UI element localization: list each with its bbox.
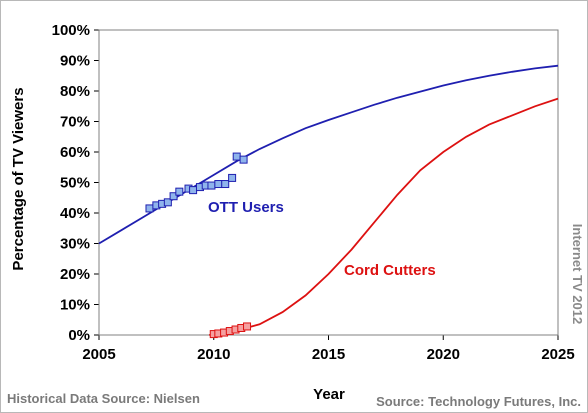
data-point-ott-users bbox=[175, 187, 184, 196]
plot-area-border bbox=[98, 29, 559, 336]
y-tick-label: 20% bbox=[60, 266, 90, 283]
data-point-ott-users bbox=[163, 198, 172, 207]
data-point-ott-users bbox=[214, 180, 223, 189]
data-point-ott-users bbox=[207, 181, 216, 190]
data-point-ott-users bbox=[221, 180, 230, 189]
data-point-ott-users bbox=[145, 204, 154, 213]
data-point-ott-users bbox=[232, 152, 241, 161]
series-label-ott-users: OTT Users bbox=[208, 199, 284, 216]
y-tick-label: 40% bbox=[60, 205, 90, 222]
y-tick-label: 80% bbox=[60, 83, 90, 100]
data-point-ott-users bbox=[169, 192, 178, 201]
x-axis-title: Year bbox=[313, 386, 345, 403]
y-tick-label: 70% bbox=[60, 114, 90, 131]
y-tick-label: 30% bbox=[60, 236, 90, 253]
watermark-label: Internet TV 2012 bbox=[570, 224, 585, 324]
x-tick-label: 2010 bbox=[197, 346, 230, 363]
y-axis-title: Percentage of TV Viewers bbox=[10, 87, 27, 270]
x-axis-ticks: 2005 2010 2015 2020 2025 bbox=[82, 335, 575, 363]
series-line-ott-users bbox=[98, 64, 559, 245]
series-label-cord-cutters: Cord Cutters bbox=[344, 262, 436, 279]
series-line-cord-cutters bbox=[209, 97, 559, 336]
source-left: Historical Data Source: Nielsen bbox=[7, 391, 200, 406]
y-tick-label: 0% bbox=[68, 327, 90, 344]
y-axis-ticks: 0% 10% 20% 30% 40% 50% 60% 70% 80% 90% 100% bbox=[52, 22, 99, 344]
data-point-ott-users bbox=[239, 155, 248, 164]
x-tick-label: 2025 bbox=[541, 346, 574, 363]
plot-area bbox=[98, 29, 559, 339]
y-tick-label: 50% bbox=[60, 175, 90, 192]
data-point-ott-users bbox=[189, 186, 198, 195]
x-tick-label: 2005 bbox=[82, 346, 115, 363]
x-tick-label: 2015 bbox=[312, 346, 345, 363]
data-point-ott-users bbox=[228, 173, 237, 182]
y-tick-label: 100% bbox=[52, 22, 90, 39]
y-tick-label: 60% bbox=[60, 144, 90, 161]
source-right: Source: Technology Futures, Inc. bbox=[376, 394, 581, 409]
x-tick-label: 2020 bbox=[427, 346, 460, 363]
y-tick-label: 90% bbox=[60, 53, 90, 70]
data-point-cord-cutters bbox=[243, 322, 252, 331]
y-tick-label: 10% bbox=[60, 297, 90, 314]
